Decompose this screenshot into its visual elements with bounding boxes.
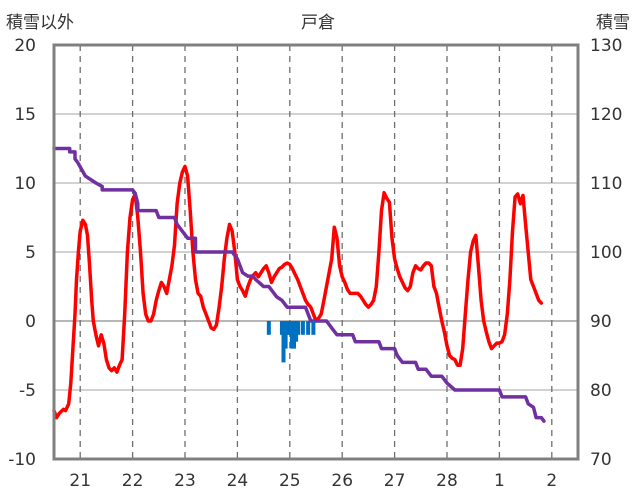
precipitation-bar — [287, 321, 292, 335]
y-left-tick-label: -10 — [8, 450, 36, 470]
y-right-tick-label: 110 — [590, 174, 622, 194]
x-tick-label: 21 — [69, 471, 91, 491]
x-tick-label: 27 — [384, 471, 406, 491]
y-left-tick-label: 0 — [25, 312, 36, 332]
precipitation-bar — [281, 321, 286, 363]
precipitation-bar — [289, 321, 294, 349]
precipitation-bar — [285, 321, 290, 335]
precipitation-bar — [291, 321, 296, 349]
chart-title: 戸倉 — [301, 13, 335, 33]
left-axis-label: 積雪以外 — [6, 13, 74, 33]
y-left-tick-label: 5 — [25, 243, 36, 263]
y-left-tick-label: 10 — [14, 174, 36, 194]
temperature-line — [52, 164, 544, 420]
y-right-tick-label: 80 — [590, 381, 612, 401]
plot-frame — [52, 43, 580, 461]
precipitation-bar — [283, 321, 288, 349]
x-tick-label: 22 — [122, 471, 144, 491]
x-tick-label: 24 — [227, 471, 249, 491]
precipitation-bar — [306, 321, 311, 335]
y-left-tick-label: -5 — [19, 381, 36, 401]
snow_depth-line — [52, 146, 546, 423]
precipitation-bar — [294, 321, 299, 342]
y-left-tick-label: 15 — [14, 105, 36, 125]
x-tick-label: 26 — [331, 471, 353, 491]
precipitation-bar — [300, 321, 305, 335]
y-right-tick-label: 90 — [590, 312, 612, 332]
x-tick-label: 1 — [494, 471, 505, 491]
y-left-tick-label: 20 — [14, 36, 36, 56]
x-tick-label: 23 — [174, 471, 196, 491]
y-right-tick-label: 70 — [590, 450, 612, 470]
y-right-tick-label: 100 — [590, 243, 622, 263]
precipitation-bar — [266, 321, 271, 335]
right-axis-label: 積雪 — [596, 13, 630, 33]
x-tick-label: 25 — [279, 471, 301, 491]
y-right-tick-label: 120 — [590, 105, 622, 125]
y-right-tick-label: 130 — [590, 36, 622, 56]
x-tick-label: 2 — [546, 471, 557, 491]
precipitation-bar — [296, 321, 301, 335]
precipitation-bar — [311, 321, 316, 335]
x-tick-label: 28 — [436, 471, 458, 491]
